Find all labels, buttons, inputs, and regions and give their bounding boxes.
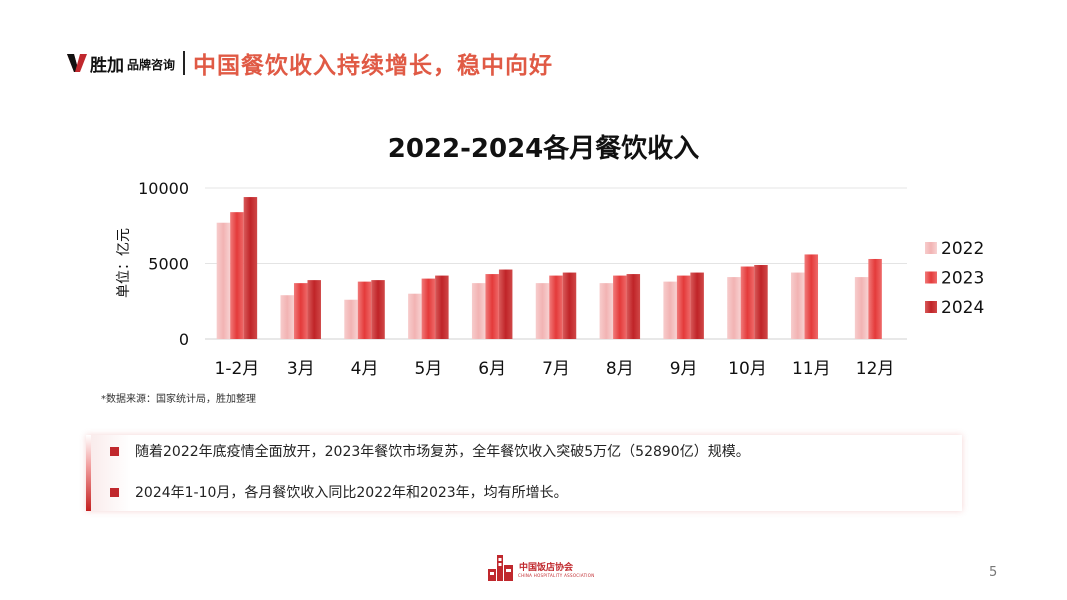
bar-2024 — [307, 280, 321, 339]
bullet-square-icon — [110, 487, 119, 497]
summary-panel: 随着2022年底疫情全面放开，2023年餐饮市场复苏，全年餐饮收入突破5万亿（5… — [86, 435, 962, 511]
bullet-text: 随着2022年底疫情全面放开，2023年餐饮市场复苏，全年餐饮收入突破5万亿（5… — [135, 444, 750, 460]
bar-2023 — [804, 254, 819, 339]
y-axis-label: 单位：亿元 — [116, 228, 132, 298]
brand-logo: 胜加 品牌咨询 — [66, 51, 175, 76]
legend-swatch-2024 — [925, 301, 937, 313]
x-tick-label: 9月 — [670, 359, 698, 379]
page-title: 中国餐饮收入持续增长，稳中向好 — [193, 53, 554, 79]
bar-2024 — [435, 275, 449, 339]
bar-2023 — [613, 275, 627, 339]
y-tick-label: 0 — [179, 330, 189, 349]
bar-2024 — [562, 272, 577, 339]
bar-2024 — [498, 269, 513, 339]
bar-2023 — [421, 278, 436, 339]
footer-logo-cn: 中国饭店协会 — [519, 563, 574, 573]
legend-swatch-2023 — [925, 271, 937, 284]
footer-logo-en: CHINA HOSPITALITY ASSOCIATION — [518, 573, 595, 578]
panel-accent-bar — [86, 435, 91, 511]
legend-label: 2024 — [941, 298, 984, 318]
bar-2022 — [791, 272, 805, 339]
brand-name: 胜加 — [90, 55, 124, 76]
bullet-square-icon — [110, 446, 119, 456]
bullet-item: 随着2022年底疫情全面放开，2023年餐饮市场复苏，全年餐饮收入突破5万亿（5… — [110, 441, 750, 461]
x-tick-label: 1-2月 — [215, 359, 260, 379]
bar-2022 — [535, 283, 550, 339]
x-tick-label: 11月 — [792, 359, 831, 379]
bar-2022 — [663, 281, 677, 339]
x-tick-label: 5月 — [414, 359, 442, 379]
x-tick-label: 6月 — [478, 359, 506, 379]
bar-2023 — [230, 212, 244, 339]
source-note: *数据来源：国家统计局，胜加整理 — [101, 394, 256, 405]
chart-title: 2022-2024各月餐饮收入 — [387, 134, 700, 164]
bar-2022 — [344, 299, 358, 339]
x-tick-label: 8月 — [606, 359, 634, 379]
bar-2022 — [471, 283, 486, 339]
bar-2023 — [740, 266, 755, 339]
x-tick-label: 7月 — [542, 359, 570, 379]
legend-swatch-2022 — [925, 242, 937, 254]
page-number: 5 — [989, 565, 998, 580]
footer-logo: 中国饭店协会 CHINA HOSPITALITY ASSOCIATION — [486, 553, 594, 583]
header: 胜加 品牌咨询 中国餐饮收入持续增长，稳中向好 — [66, 44, 553, 82]
bar-2022 — [727, 277, 741, 339]
bar-2024 — [690, 272, 704, 339]
x-tick-label: 12月 — [856, 359, 895, 379]
x-tick-label: 10月 — [728, 359, 767, 379]
cha-building-icon — [488, 555, 513, 581]
header-divider — [183, 51, 186, 75]
y-tick-label: 10000 — [138, 179, 189, 198]
bar-2023 — [357, 281, 372, 339]
bar-2022 — [599, 283, 614, 339]
brand-subtitle: 品牌咨询 — [127, 58, 176, 72]
bar-2022 — [280, 295, 294, 339]
bar-2023 — [485, 274, 499, 339]
bullet-text: 2024年1-10月，各月餐饮收入同比2022年和2023年，均有所增长。 — [135, 485, 568, 501]
x-tick-label: 4月 — [351, 359, 379, 379]
legend-label: 2022 — [941, 239, 984, 259]
bar-2024 — [243, 197, 258, 339]
bar-2022 — [854, 277, 869, 339]
bar-2023 — [868, 258, 882, 339]
bar-2024 — [754, 265, 768, 339]
brand-v-icon — [67, 54, 87, 72]
bar-2023 — [293, 283, 308, 339]
x-tick-label: 3月 — [287, 359, 315, 379]
y-tick-label: 5000 — [148, 255, 189, 274]
bar-2023 — [676, 275, 691, 339]
bullet-item: 2024年1-10月，各月餐饮收入同比2022年和2023年，均有所增长。 — [110, 482, 568, 502]
bar-2022 — [216, 222, 231, 339]
bar-2022 — [408, 293, 422, 339]
bar-2024 — [626, 274, 641, 339]
legend-label: 2023 — [941, 269, 984, 289]
bar-2024 — [371, 280, 385, 339]
bar-2023 — [549, 275, 563, 339]
